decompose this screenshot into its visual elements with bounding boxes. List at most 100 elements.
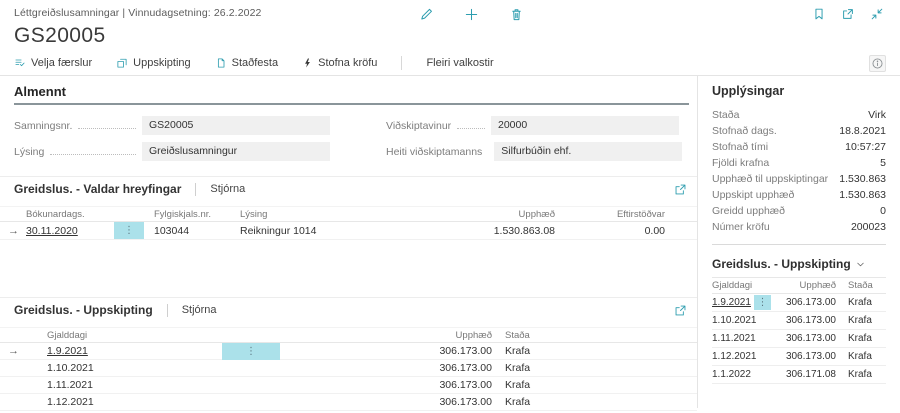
lysing-label: Lýsing — [14, 145, 45, 158]
uppskipting-label: Uppskipting — [133, 57, 191, 69]
gjalddagi-link[interactable]: 1.9.2021 — [47, 345, 88, 357]
lightning-icon — [302, 57, 313, 69]
fylgiskjalsnr-cell: 103044 — [154, 224, 190, 237]
split-table: Gjalddagi Upphæð Staða → 1.9.2021 ⋮ 306.… — [0, 327, 697, 413]
gjalddagi-cell: 1.1.2022 — [712, 369, 751, 380]
col-lysing[interactable]: Lýsing — [240, 208, 268, 220]
velja-faerslur-button[interactable]: Velja færslur — [14, 57, 92, 69]
confirm-document-icon — [215, 57, 227, 69]
row-options-cell[interactable]: ⋮ — [222, 342, 280, 360]
split-card-header: Greidslus. - Uppskipting Stjórna — [0, 298, 697, 320]
selected-entries-card: Greidslus. - Valdar hreyfingar Stjórna B… — [0, 176, 697, 287]
col-upphaed[interactable]: Upphæð — [455, 329, 492, 341]
table-row[interactable]: 1.11.2021 306.173.00 Krafa — [0, 377, 697, 394]
chevron-down-icon — [856, 260, 865, 269]
dotted-leader — [78, 128, 136, 129]
page-caption: Léttgreiðslusamningar | Vinnudagsetning:… — [14, 7, 262, 19]
stada-cell: Krafa — [848, 315, 872, 326]
row-options-cell[interactable]: ⋮ — [754, 295, 771, 310]
collapse-icon[interactable] — [870, 7, 884, 21]
stofna-krofu-label: Stofna kröfu — [318, 57, 378, 69]
stadfesta-button[interactable]: Staðfesta — [215, 57, 278, 69]
upphaed-cell: 306.173.00 — [785, 351, 836, 362]
gjalddagi-cell: 1.11.2021 — [712, 333, 756, 344]
upphaed-cell: 306.171.08 — [785, 369, 836, 380]
table-row[interactable]: 1.11.2021 306.173.00 Krafa — [712, 330, 886, 348]
window-actions — [812, 7, 884, 21]
table-row[interactable]: 1.12.2021 306.173.00 Krafa — [712, 348, 886, 366]
gjalddagi-cell: 1.11.2021 — [47, 379, 93, 391]
split-table-header: Gjalddagi Upphæð Staða — [0, 327, 697, 343]
general-section-title: Almennt — [14, 84, 689, 105]
card-header-divider — [195, 182, 197, 196]
stada-value: Virk — [868, 109, 886, 121]
selected-entries-table-header: Bókunardags. Fylgiskjals.nr. Lýsing Upph… — [0, 206, 697, 222]
main-column: Almennt Samningsnr. GS20005 Lýsing Greið… — [0, 76, 697, 411]
greidd-upphaed-label: Greidd upphæð — [712, 205, 785, 217]
info-icon[interactable] — [869, 55, 886, 72]
bokunardags-link[interactable]: 30.11.2020 — [26, 224, 78, 237]
col-stada[interactable]: Staða — [848, 280, 873, 291]
expand-card-icon[interactable] — [674, 304, 687, 317]
row-options-cell[interactable]: ⋮ — [114, 222, 144, 239]
expand-card-icon[interactable] — [674, 183, 687, 196]
lysing-cell: Reikningur 1014 — [240, 224, 317, 237]
col-bokunardags[interactable]: Bókunardags. — [26, 208, 85, 220]
stjorna-menu-entries[interactable]: Stjórna — [210, 183, 246, 195]
col-gjalddagi[interactable]: Gjalddagi — [47, 329, 88, 341]
stjorna-menu-split[interactable]: Stjórna — [181, 304, 217, 316]
samningsnr-field[interactable]: GS20005 — [142, 116, 330, 135]
factbox-table-header: Gjalddagi Upphæð Staða — [712, 277, 886, 294]
gjalddagi-link[interactable]: 1.9.2021 — [712, 297, 751, 308]
table-row[interactable]: 1.1.2022 306.171.08 Krafa — [712, 366, 886, 384]
stada-cell: Krafa — [848, 369, 872, 380]
factbox-subcard-title: Greidslus. - Uppskipting — [712, 257, 851, 271]
col-eftirstodvar[interactable]: Eftirstöðvar — [616, 208, 665, 220]
ellipsis-v-icon: ⋮ — [124, 225, 134, 236]
upphaed-til-uppskiptingar-value: 1.530.863 — [839, 173, 886, 185]
col-stada[interactable]: Staða — [505, 329, 530, 341]
stada-label: Staða — [712, 109, 740, 121]
table-row[interactable]: 1.10.2021 306.173.00 Krafa — [0, 360, 697, 377]
card-header-divider — [166, 303, 168, 317]
upphaed-cell: 306.173.00 — [785, 333, 836, 344]
heiti-vidskiptamanns-field[interactable]: Silfurbúðin ehf. — [494, 142, 683, 161]
fleiri-valkostir-button[interactable]: Fleiri valkostir — [426, 57, 494, 69]
lysing-field[interactable]: Greiðslusamningur — [142, 142, 330, 161]
factbox-subcard-toggle[interactable]: Greidslus. - Uppskipting — [712, 257, 886, 271]
field-lysing: Lýsing Greiðslusamningur — [14, 142, 330, 161]
split-card-title: Greidslus. - Uppskipting — [14, 303, 153, 317]
col-fylgiskjalsnr[interactable]: Fylgiskjals.nr. — [154, 208, 212, 220]
stofna-krofu-button[interactable]: Stofna kröfu — [302, 57, 377, 69]
table-row[interactable]: → 1.9.2021 ⋮ 306.173.00 Krafa — [0, 342, 697, 360]
upphaed-cell: 306.173.00 — [785, 315, 836, 326]
uppskipt-upphaed-label: Uppskipt upphæð — [712, 189, 795, 201]
upphaed-cell: 306.173.00 — [439, 345, 492, 357]
general-fields: Samningsnr. GS20005 Lýsing Greiðslusamni… — [0, 105, 697, 168]
selected-entries-card-header: Greidslus. - Valdar hreyfingar Stjórna — [0, 177, 697, 199]
vidskiptavinur-field[interactable]: 20000 — [491, 116, 679, 135]
uppskipting-button[interactable]: Uppskipting — [116, 57, 191, 69]
table-row[interactable]: → 30.11.2020 ⋮ 103044 Reikningur 1014 1.… — [0, 222, 697, 240]
factbox-field: Fjöldi krafna 5 — [712, 155, 886, 171]
split-icon — [116, 57, 128, 69]
bookmark-icon[interactable] — [812, 7, 826, 21]
edit-icon[interactable] — [419, 7, 434, 22]
stada-cell: Krafa — [505, 345, 531, 357]
page-title: GS20005 — [14, 24, 106, 47]
factbox-split-table: Gjalddagi Upphæð Staða 1.9.2021 ⋮ 306.17… — [712, 277, 886, 384]
col-upphaed[interactable]: Upphæð — [799, 280, 836, 291]
add-icon[interactable] — [464, 7, 479, 22]
table-row[interactable]: 1.9.2021 ⋮ 306.173.00 Krafa — [712, 294, 886, 312]
popout-icon[interactable] — [841, 7, 855, 21]
gjalddagi-cell: 1.12.2021 — [47, 396, 94, 408]
delete-icon[interactable] — [509, 7, 524, 22]
col-gjalddagi[interactable]: Gjalddagi — [712, 280, 753, 291]
col-upphaed[interactable]: Upphæð — [518, 208, 555, 220]
table-row[interactable]: 1.12.2021 306.173.00 Krafa — [0, 394, 697, 411]
table-row[interactable]: 1.10.2021 306.173.00 Krafa — [712, 312, 886, 330]
gjalddagi-cell: 1.10.2021 — [712, 315, 757, 326]
stada-cell: Krafa — [505, 362, 531, 374]
stofnad-dags-value: 18.8.2021 — [839, 125, 886, 137]
upphaed-cell: 306.173.00 — [439, 379, 492, 391]
